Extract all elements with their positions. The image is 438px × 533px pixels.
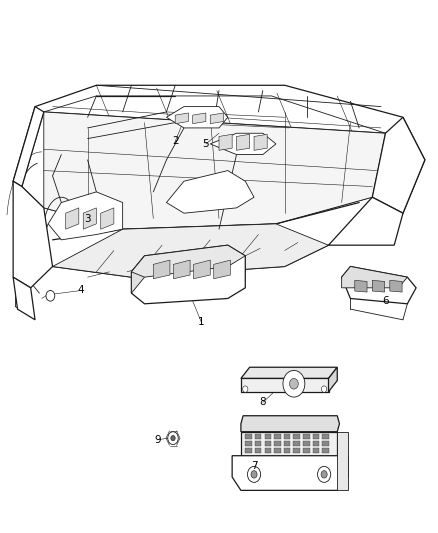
Circle shape — [318, 466, 331, 482]
Circle shape — [283, 370, 305, 397]
Polygon shape — [337, 432, 348, 490]
Polygon shape — [166, 107, 228, 128]
Bar — [313, 434, 319, 439]
Circle shape — [321, 471, 327, 478]
Polygon shape — [241, 432, 337, 456]
Bar — [322, 434, 329, 439]
Bar — [255, 434, 261, 439]
Polygon shape — [241, 416, 339, 432]
Circle shape — [290, 378, 298, 389]
Polygon shape — [328, 197, 403, 245]
Polygon shape — [237, 134, 250, 150]
Polygon shape — [194, 260, 210, 279]
Polygon shape — [44, 112, 385, 229]
Text: 2: 2 — [172, 136, 179, 146]
Bar — [322, 448, 329, 453]
Polygon shape — [53, 224, 328, 277]
Polygon shape — [173, 260, 190, 279]
Bar — [284, 441, 290, 446]
Polygon shape — [131, 256, 145, 293]
Polygon shape — [13, 277, 35, 320]
Bar — [255, 441, 261, 446]
Bar — [313, 441, 319, 446]
Bar — [265, 434, 271, 439]
Bar — [274, 434, 281, 439]
Bar — [284, 434, 290, 439]
Bar — [293, 448, 300, 453]
Bar — [255, 448, 261, 453]
Bar — [265, 441, 271, 446]
Circle shape — [321, 386, 327, 392]
Polygon shape — [83, 208, 96, 229]
Bar — [322, 441, 329, 446]
Polygon shape — [210, 133, 276, 155]
Text: 3: 3 — [84, 214, 91, 223]
Text: 7: 7 — [251, 462, 258, 471]
Bar — [303, 448, 310, 453]
Circle shape — [251, 471, 257, 478]
Polygon shape — [241, 378, 328, 392]
Circle shape — [46, 290, 55, 301]
Polygon shape — [355, 280, 367, 292]
Circle shape — [243, 386, 248, 392]
Polygon shape — [342, 266, 407, 288]
Polygon shape — [193, 113, 206, 124]
Text: 8: 8 — [259, 398, 266, 407]
Text: 1: 1 — [198, 318, 205, 327]
Polygon shape — [13, 107, 44, 187]
Bar — [303, 441, 310, 446]
Bar — [265, 448, 271, 453]
Polygon shape — [101, 208, 114, 229]
Text: 9: 9 — [154, 435, 161, 445]
Polygon shape — [175, 113, 188, 124]
Bar — [245, 434, 252, 439]
Polygon shape — [66, 208, 79, 229]
Polygon shape — [22, 96, 403, 229]
Polygon shape — [342, 266, 416, 304]
Polygon shape — [214, 260, 230, 279]
Polygon shape — [131, 245, 245, 304]
Bar — [293, 441, 300, 446]
Bar — [284, 448, 290, 453]
Polygon shape — [153, 260, 170, 279]
Bar — [274, 448, 281, 453]
Polygon shape — [241, 367, 337, 378]
Polygon shape — [166, 171, 254, 213]
Polygon shape — [219, 134, 232, 150]
Polygon shape — [48, 192, 123, 240]
Bar — [303, 434, 310, 439]
Bar — [245, 448, 252, 453]
Polygon shape — [328, 367, 337, 392]
Text: 5: 5 — [202, 139, 209, 149]
Bar — [313, 448, 319, 453]
Polygon shape — [390, 280, 402, 292]
Polygon shape — [131, 245, 245, 277]
Polygon shape — [13, 181, 53, 288]
Text: 6: 6 — [382, 296, 389, 306]
Bar — [245, 441, 252, 446]
Circle shape — [171, 435, 175, 441]
Circle shape — [168, 432, 178, 445]
Bar — [293, 434, 300, 439]
Bar — [274, 441, 281, 446]
Polygon shape — [210, 113, 223, 124]
Polygon shape — [13, 85, 425, 277]
Text: 4: 4 — [78, 286, 85, 295]
Polygon shape — [254, 134, 267, 150]
Polygon shape — [372, 117, 425, 213]
Circle shape — [247, 466, 261, 482]
Polygon shape — [372, 280, 385, 292]
Polygon shape — [232, 456, 348, 490]
